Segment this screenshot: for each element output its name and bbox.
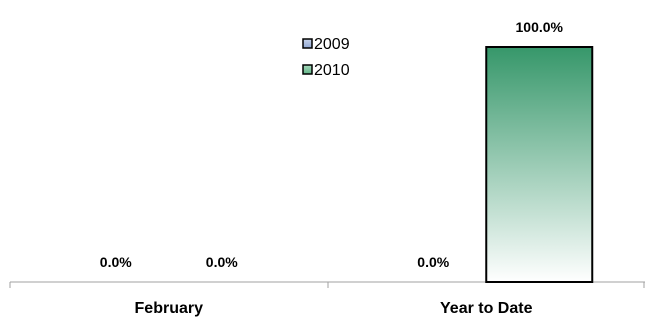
legend: 2009 2010 bbox=[302, 36, 350, 79]
bar-2010-year-to-date bbox=[485, 46, 594, 283]
data-label-2010-year-to-date: 100.0% bbox=[516, 19, 564, 35]
legend-item-2010: 2010 bbox=[302, 62, 350, 79]
data-label-2009-year-to-date: 0.0% bbox=[417, 254, 449, 270]
legend-label-2010: 2010 bbox=[314, 62, 350, 79]
legend-item-2009: 2009 bbox=[302, 36, 350, 53]
legend-swatch-2010 bbox=[302, 64, 313, 75]
data-label-2009-february: 0.0% bbox=[100, 254, 132, 270]
data-label-2010-february: 0.0% bbox=[206, 254, 238, 270]
category-label-february: February bbox=[135, 300, 204, 317]
legend-swatch-2009 bbox=[302, 38, 313, 49]
legend-label-2009: 2009 bbox=[314, 36, 350, 53]
category-label-year-to-date: Year to Date bbox=[440, 300, 533, 317]
